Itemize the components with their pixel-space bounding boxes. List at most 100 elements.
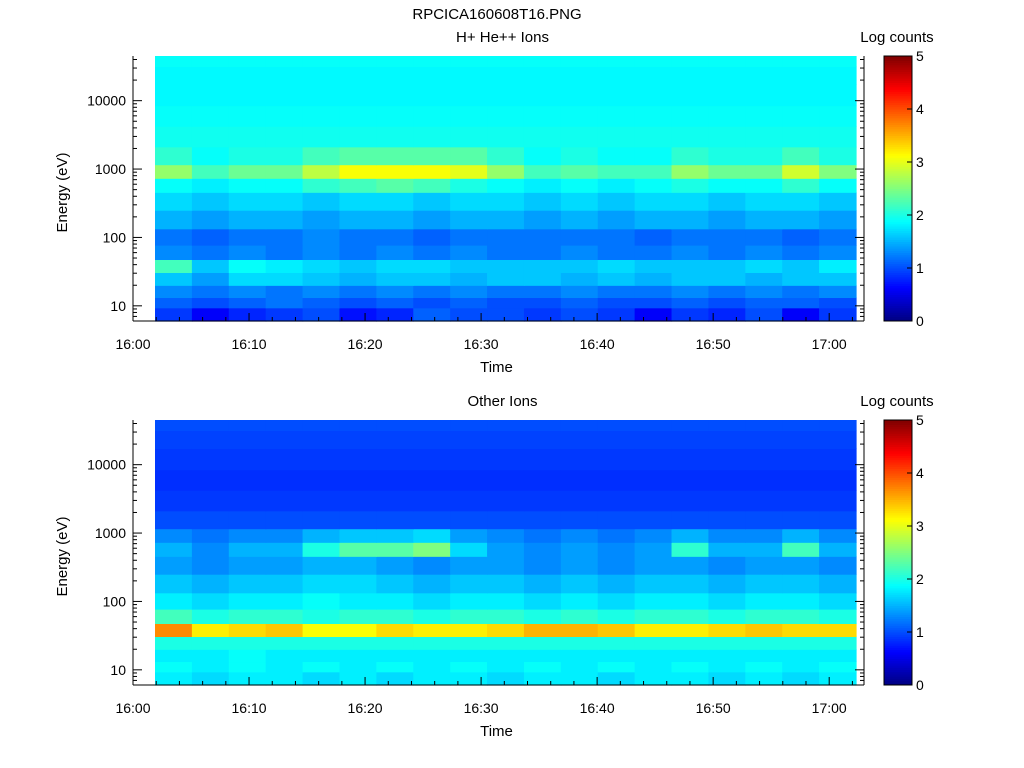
heatmap-cell <box>228 420 267 432</box>
heatmap-cell <box>745 556 783 575</box>
y-tick-label: 10000 <box>87 457 126 473</box>
heatmap-cell <box>413 542 451 557</box>
colorbar-swatch <box>884 274 912 278</box>
heatmap-cell <box>302 490 341 512</box>
y-tick-label: 100 <box>103 229 127 245</box>
colorbar-swatch <box>884 146 912 150</box>
colorbar-swatch <box>884 219 912 223</box>
heatmap-cell <box>782 84 820 107</box>
heatmap-cell <box>782 178 820 193</box>
heatmap-cell <box>265 259 304 273</box>
heatmap-cell <box>302 510 341 530</box>
colorbar-swatch <box>884 537 912 540</box>
heatmap-cell <box>302 105 341 127</box>
heatmap-cell <box>745 636 783 650</box>
heatmap-cell <box>523 574 562 594</box>
colorbar-swatch <box>884 254 912 258</box>
heatmap-cell <box>191 556 230 575</box>
heatmap-cell <box>302 574 341 594</box>
colorbar-swatch <box>884 305 912 309</box>
heatmap-cell <box>413 592 451 610</box>
heatmap-cell <box>634 592 673 610</box>
colorbar-swatch <box>884 212 912 216</box>
heatmap-cell <box>265 297 304 309</box>
heatmap-cell <box>597 272 636 286</box>
heatmap-cell <box>597 228 636 246</box>
colorbar-swatch <box>884 177 912 181</box>
heatmap-cell <box>597 56 636 68</box>
heatmap-cell <box>265 448 304 471</box>
heatmap-cell <box>376 671 414 686</box>
heatmap-cell <box>634 623 673 637</box>
heatmap-cell <box>782 307 820 322</box>
heatmap-cell <box>487 297 525 309</box>
heatmap-cell <box>265 556 304 575</box>
heatmap-cell <box>523 420 562 432</box>
heatmap-cell <box>228 574 267 594</box>
heatmap-cell <box>782 490 820 512</box>
heatmap-cell <box>745 307 783 322</box>
heatmap-cell <box>191 623 230 637</box>
heatmap-cell <box>560 649 599 663</box>
colorbar-tick-label: 4 <box>916 465 924 481</box>
colorbar-swatch <box>884 556 912 560</box>
colorbar-swatch <box>884 662 912 666</box>
colorbar-swatch <box>884 426 912 430</box>
heatmap-cell <box>339 609 377 624</box>
heatmap-cell <box>708 146 746 166</box>
heatmap-cell <box>671 574 710 594</box>
heatmap-cell <box>671 510 710 530</box>
heatmap-cell <box>671 259 710 273</box>
colorbar-swatch <box>884 128 912 132</box>
colorbar-tick-label: 0 <box>916 677 924 693</box>
heatmap-cell <box>523 192 562 211</box>
heatmap-cell <box>634 84 673 107</box>
colorbar-swatch <box>884 133 912 136</box>
colorbar-swatch <box>884 678 912 682</box>
heatmap-cell <box>523 245 562 260</box>
heatmap-cell <box>819 469 857 491</box>
heatmap-cell <box>560 126 599 148</box>
colorbar-swatch <box>884 243 912 247</box>
heatmap-cell <box>413 448 451 471</box>
x-tick-label: 16:00 <box>115 336 150 352</box>
heatmap-cell <box>265 66 304 85</box>
x-axis-label: Time <box>480 723 513 740</box>
heatmap-cell <box>597 556 636 575</box>
colorbar-tick-label: 1 <box>916 260 924 276</box>
heatmap-cell <box>265 430 304 449</box>
heatmap-cell <box>671 430 710 449</box>
heatmap-cell <box>634 636 673 650</box>
heatmap-cell <box>339 528 377 543</box>
heatmap-cell <box>228 56 267 68</box>
colorbar-swatch <box>884 612 912 615</box>
heatmap-cell <box>634 649 673 663</box>
colorbar-swatch <box>884 153 912 156</box>
heatmap-cell <box>450 105 488 127</box>
heatmap-cell <box>413 430 451 449</box>
heatmap-cell <box>155 574 193 594</box>
colorbar-swatch <box>884 230 912 234</box>
heatmap-cell <box>819 574 857 594</box>
heatmap-cell <box>450 178 488 193</box>
heatmap-cell <box>708 210 746 230</box>
heatmap-cell <box>302 228 341 246</box>
colorbar-swatch <box>884 75 912 79</box>
heatmap-cell <box>523 542 562 557</box>
heatmap-cell <box>597 178 636 193</box>
heatmap-cell <box>597 671 636 686</box>
heatmap-cell <box>376 105 414 127</box>
colorbar-swatch <box>884 166 912 170</box>
colorbar-swatch <box>884 192 912 196</box>
colorbar-swatch <box>884 272 912 276</box>
colorbar-swatch <box>884 199 912 203</box>
heatmap-cell <box>819 66 857 85</box>
panel-title: Other Ions <box>467 393 537 410</box>
heatmap-cell <box>339 649 377 663</box>
heatmap-cell <box>155 528 193 543</box>
heatmap-cell <box>708 66 746 85</box>
heatmap-cell <box>413 178 451 193</box>
heatmap-cell <box>265 636 304 650</box>
heatmap-cell <box>487 430 525 449</box>
heatmap-cell <box>265 649 304 663</box>
